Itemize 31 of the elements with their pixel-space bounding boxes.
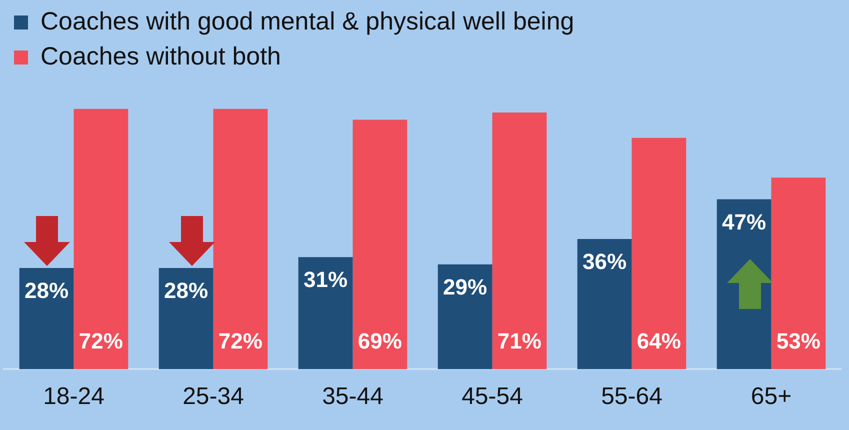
bar [492,112,547,370]
bar [771,178,826,370]
data-label: 31% [304,267,348,292]
x-tick-label: 18-24 [43,383,104,410]
bar [438,264,492,370]
data-label: 72% [218,328,262,354]
data-label: 69% [358,328,402,354]
data-label: 47% [722,209,766,234]
data-label: 53% [776,328,820,354]
bar [213,108,268,370]
x-tick-label: 55-64 [601,383,662,410]
data-label: 72% [78,328,123,354]
bar [632,138,686,370]
bar [158,268,214,370]
bar [577,239,632,370]
data-label: 71% [497,328,542,354]
x-tick-label: 35-44 [322,383,384,410]
data-label: 64% [636,328,681,354]
data-label: 36% [582,249,627,274]
bar [298,257,353,370]
legend-label: Coaches without both [40,42,281,70]
data-label: 28% [164,278,208,304]
bar [352,120,408,370]
x-tick-label: 45-54 [462,383,523,410]
data-label: 29% [443,274,488,300]
bar [74,108,128,370]
legend-label: Coaches with good mental & physical well being [40,7,574,36]
x-tick-label: 25-34 [182,383,244,410]
bar [19,268,74,370]
x-tick-label: 65+ [750,383,792,410]
data-label: 28% [24,278,69,304]
